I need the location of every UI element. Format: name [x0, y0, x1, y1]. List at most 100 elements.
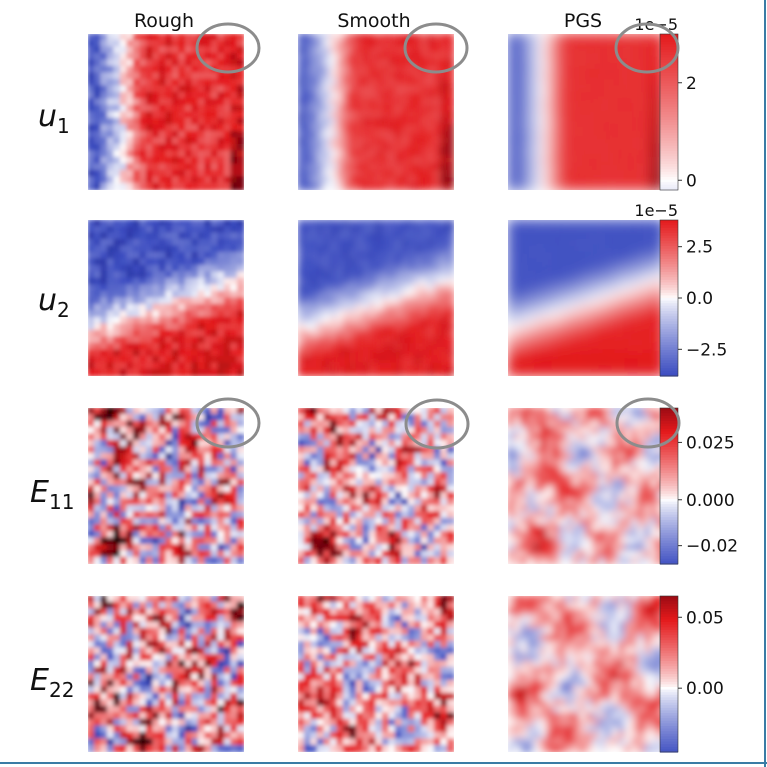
heatmap-cell: [336, 303, 345, 312]
heatmap-cell: [152, 329, 161, 338]
heatmap-cell: [336, 150, 345, 159]
heatmap-cell: [158, 517, 167, 526]
heatmap-cell: [381, 124, 390, 133]
heatmap-cell: [520, 310, 529, 319]
heatmap-cell: [604, 485, 613, 494]
heatmap-cell: [113, 137, 122, 146]
heatmap-cell: [427, 52, 436, 61]
heatmap-cell: [617, 156, 626, 165]
heatmap-cell: [132, 91, 141, 100]
heatmap-cell: [126, 78, 135, 87]
heatmap-cell: [446, 297, 454, 306]
heatmap-cell: [427, 485, 436, 494]
heatmap-cell: [611, 182, 620, 190]
heatmap-cell: [197, 85, 206, 94]
heatmap-cell: [604, 413, 613, 422]
heatmap-cell: [546, 91, 555, 100]
heatmap-cell: [119, 355, 128, 364]
heatmap-cell: [355, 251, 364, 260]
heatmap-cell: [316, 104, 325, 113]
heatmap-cell: [598, 362, 607, 371]
heatmap-cell: [578, 150, 587, 159]
heatmap-cell: [565, 225, 574, 234]
heatmap-cell: [414, 524, 423, 533]
heatmap-cell: [204, 143, 213, 152]
heatmap-cell: [145, 465, 154, 474]
heatmap-cell: [552, 485, 561, 494]
heatmap-cell: [119, 169, 128, 178]
heatmap-cell: [184, 336, 193, 345]
heatmap-cell: [565, 232, 574, 241]
heatmap-cell: [204, 329, 213, 338]
heatmap-cell: [210, 530, 219, 539]
heatmap-cell: [139, 156, 148, 165]
heatmap-cell: [433, 163, 442, 172]
heatmap-cell: [106, 182, 115, 190]
heatmap-cell: [552, 336, 561, 345]
heatmap-cell: [539, 342, 548, 351]
heatmap-cell: [106, 485, 115, 494]
heatmap-cell: [440, 52, 449, 61]
heatmap-cell: [572, 329, 581, 338]
heatmap-cell: [368, 323, 377, 332]
heatmap-cell: [388, 413, 397, 422]
heatmap-cell: [520, 111, 529, 120]
heatmap-cell: [349, 156, 358, 165]
heatmap-cell: [197, 72, 206, 81]
heatmap-cell: [637, 124, 646, 133]
heatmap-cell: [381, 130, 390, 139]
heatmap-cell: [230, 111, 239, 120]
heatmap-cell: [420, 465, 429, 474]
heatmap-cell: [433, 91, 442, 100]
heatmap-cell: [414, 517, 423, 526]
heatmap-cell: [223, 426, 232, 435]
heatmap-cell: [184, 556, 193, 564]
heatmap-cell: [381, 550, 390, 559]
heatmap-cell: [572, 238, 581, 247]
heatmap-cell: [316, 459, 325, 468]
heatmap-cell: [401, 491, 410, 500]
heatmap-cell: [394, 408, 403, 416]
heatmap-cell: [578, 130, 587, 139]
heatmap-cell: [552, 245, 561, 254]
heatmap-cell: [88, 297, 96, 306]
heatmap-cell: [171, 130, 180, 139]
heatmap-cell: [585, 150, 594, 159]
heatmap-cell: [637, 336, 646, 345]
heatmap-cell: [100, 446, 109, 455]
heatmap-cell: [329, 98, 338, 107]
heatmap-cell: [591, 498, 600, 507]
heatmap-cell: [526, 336, 535, 345]
heatmap-cell: [407, 85, 416, 94]
heatmap-cell: [407, 150, 416, 159]
heatmap-cell: [375, 85, 384, 94]
heatmap-cell: [643, 124, 652, 133]
heatmap-cell: [617, 368, 626, 376]
heatmap-cell: [210, 156, 219, 165]
heatmap-cell: [329, 163, 338, 172]
heatmap-cell: [165, 537, 174, 546]
heatmap-cell: [298, 433, 306, 442]
heatmap-cell: [210, 264, 219, 273]
heatmap-cell: [585, 264, 594, 273]
heatmap-cell: [401, 290, 410, 299]
heatmap-cell: [539, 284, 548, 293]
heatmap-cell: [316, 277, 325, 286]
heatmap-cell: [630, 355, 639, 364]
heatmap-cell: [106, 336, 115, 345]
heatmap-cell: [433, 39, 442, 48]
heatmap-cell: [520, 498, 529, 507]
heatmap-cell: [539, 39, 548, 48]
heatmap-cell: [526, 150, 535, 159]
heatmap-cell: [191, 238, 200, 247]
heatmap-cell: [578, 368, 587, 376]
heatmap-cell: [355, 550, 364, 559]
heatmap-cell: [388, 39, 397, 48]
heatmap-cell: [604, 284, 613, 293]
heatmap-cell: [552, 156, 561, 165]
heatmap-cell: [126, 303, 135, 312]
heatmap-cell: [310, 78, 319, 87]
heatmap-cell: [230, 72, 239, 81]
heatmap-cell: [191, 39, 200, 48]
heatmap-cell: [217, 329, 226, 338]
